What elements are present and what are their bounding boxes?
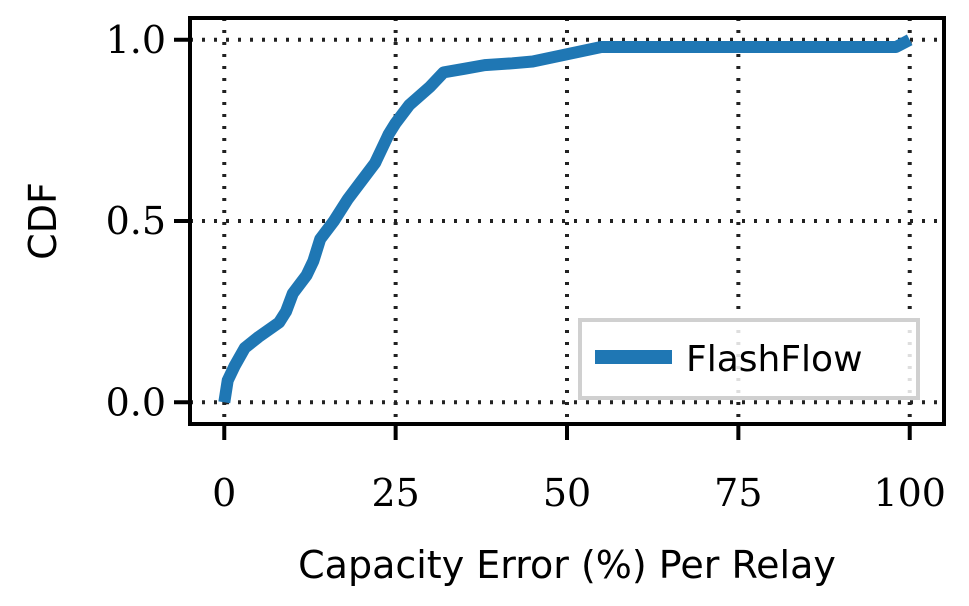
series-line-flashflow — [218, 34, 913, 404]
legend-label-flashflow: FlashFlow — [686, 339, 863, 380]
x-tick-label-2: 50 — [543, 471, 591, 515]
y-axis-title: CDF — [21, 182, 65, 260]
legend: FlashFlow — [578, 318, 920, 400]
y-tick-label-0: 0.0 — [106, 380, 166, 424]
y-axis-ticks: 0.0 0.5 1.0 — [106, 18, 190, 424]
x-tick-label-1: 25 — [371, 471, 419, 515]
x-tick-label-4: 100 — [873, 471, 946, 515]
series-layer — [218, 34, 913, 404]
x-tick-label-0: 0 — [212, 471, 236, 515]
y-tick-label-2: 1.0 — [106, 18, 166, 62]
x-axis-title: Capacity Error (%) Per Relay — [298, 543, 836, 587]
y-tick-label-1: 0.5 — [106, 199, 166, 243]
x-tick-label-3: 75 — [714, 471, 762, 515]
x-axis-ticks: 0 25 50 75 100 — [212, 424, 946, 515]
